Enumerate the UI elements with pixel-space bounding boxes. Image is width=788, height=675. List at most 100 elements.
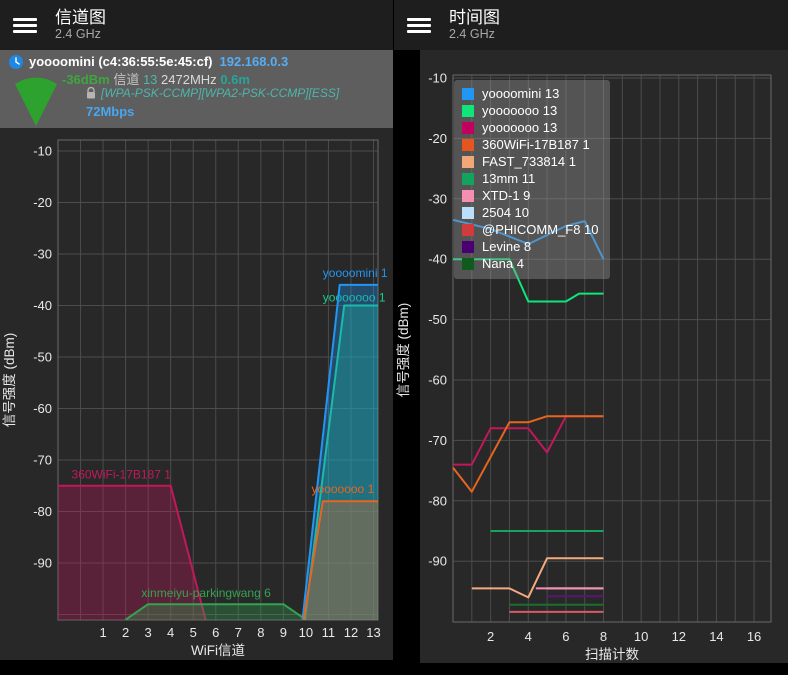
y-axis-tick: -90 bbox=[428, 554, 447, 569]
y-axis-tick: -40 bbox=[428, 252, 447, 267]
series-yooooooo-13: yooooooo 1 bbox=[302, 482, 378, 620]
series-xinmeiyu-parkingwang-6: xinmeiyu-parkingwang 6 bbox=[125, 586, 307, 621]
x-axis-tick: 4 bbox=[167, 625, 174, 640]
ap-channel-label: 信道 bbox=[113, 72, 140, 87]
series-360wifi-17b187-1 bbox=[452, 415, 604, 493]
legend-swatch bbox=[462, 257, 474, 270]
series-label: xinmeiyu-parkingwang 6 bbox=[141, 586, 271, 600]
y-axis-tick: -80 bbox=[33, 504, 52, 519]
legend-item: Levine 8 bbox=[462, 238, 599, 255]
y-axis-tick: -30 bbox=[33, 247, 52, 262]
legend-label: yooooooo 13 bbox=[482, 103, 558, 118]
legend-label: Nana 4 bbox=[482, 256, 524, 271]
left-toolbar: 信道图 2.4 GHz bbox=[0, 0, 393, 50]
y-axis-tick: -20 bbox=[428, 131, 447, 146]
channel-chart[interactable]: 360WiFi-17B187 1 xinmeiyu-parkingwang 6 yo… bbox=[0, 128, 393, 675]
x-axis-tick: 13 bbox=[366, 625, 380, 640]
ap-status-icon bbox=[9, 54, 23, 69]
y-axis-tick: -10 bbox=[428, 71, 447, 86]
legend-swatch bbox=[462, 172, 474, 185]
legend-swatch bbox=[462, 104, 474, 117]
channel-graph-panel: 信道图 2.4 GHz yoooomini (c4:36:55:5e:45:cf… bbox=[0, 0, 393, 675]
plot-border bbox=[57, 139, 379, 621]
x-axis-tick: 5 bbox=[190, 625, 197, 640]
axes: -10-20-30-40-50-60-70-80-901 2 3 4 5 6 7 8 9 10 11… bbox=[2, 144, 381, 659]
page-title: 信道图 bbox=[55, 8, 106, 27]
y-axis-tick: -80 bbox=[428, 493, 447, 508]
right-toolbar: 时间图 2.4 GHz bbox=[394, 0, 788, 50]
x-axis-title: 扫描计数 bbox=[585, 647, 639, 662]
legend-item: @PHICOMM_F8 10 bbox=[462, 221, 599, 238]
lock-icon bbox=[87, 87, 95, 99]
legend-item: yoooomini 13 bbox=[462, 85, 599, 102]
legend-label: FAST_733814 1 bbox=[482, 154, 576, 169]
series-fast_733814-1 bbox=[471, 557, 604, 599]
legend-item: 360WiFi-17B187 1 bbox=[462, 136, 599, 153]
legend-label: 360WiFi-17B187 1 bbox=[482, 137, 590, 152]
y-axis-tick: -60 bbox=[428, 373, 447, 388]
y-axis-tick: -10 bbox=[33, 144, 52, 159]
ap-frequency: 2472MHz bbox=[161, 72, 217, 87]
x-axis-tick: 2 bbox=[487, 629, 494, 644]
x-axis-tick: 12 bbox=[344, 625, 358, 640]
legend-swatch bbox=[462, 138, 474, 151]
menu-icon[interactable] bbox=[407, 15, 431, 36]
series-label: 360WiFi-17B187 1 bbox=[72, 468, 172, 482]
x-axis-tick: 4 bbox=[525, 629, 532, 644]
legend-swatch bbox=[462, 223, 474, 236]
y-axis-title: 信号强度 (dBm) bbox=[396, 303, 411, 398]
legend-label: Levine 8 bbox=[482, 239, 532, 254]
chart-legend: yoooomini 13 yooooooo 13 yooooooo 13 360WiF… bbox=[454, 80, 610, 279]
band-selector[interactable]: 2.4 GHz bbox=[55, 27, 101, 41]
x-axis-tick: 8 bbox=[600, 629, 607, 644]
series-360wifi-17b187-1: 360WiFi-17B187 1 bbox=[58, 468, 207, 620]
x-axis-tick: 6 bbox=[562, 629, 569, 644]
x-axis-tick: 16 bbox=[747, 629, 761, 644]
legend-swatch bbox=[462, 206, 474, 219]
x-axis-tick: 10 bbox=[299, 625, 313, 640]
ap-capabilities: [WPA-PSK-CCMP][WPA2-PSK-CCMP][ESS] bbox=[101, 86, 340, 100]
x-axis-tick: 1 bbox=[99, 625, 106, 640]
legend-item: FAST_733814 1 bbox=[462, 153, 599, 170]
legend-item: yooooooo 13 bbox=[462, 102, 599, 119]
series-label: yoooomini 1 bbox=[323, 266, 388, 280]
x-axis-tick: 8 bbox=[257, 625, 264, 640]
legend-label: 2504 10 bbox=[482, 205, 529, 220]
legend-item: XTD-1 9 bbox=[462, 187, 599, 204]
x-axis-tick: 14 bbox=[709, 629, 723, 644]
y-axis-tick: -50 bbox=[428, 312, 447, 327]
y-axis-tick: -50 bbox=[33, 350, 52, 365]
y-axis-tick: -70 bbox=[428, 433, 447, 448]
plot-border bbox=[452, 74, 772, 623]
legend-swatch bbox=[462, 121, 474, 134]
legend-label: yooooooo 13 bbox=[482, 120, 558, 135]
y-axis-tick: -20 bbox=[33, 195, 52, 210]
ap-ip-address: 192.168.0.3 bbox=[219, 54, 289, 69]
time-graph-panel: 时间图 2.4 GHz -10 -20 -30 -40 -50 -60 -70 -80 -90 2… bbox=[394, 0, 788, 675]
series-yooooooo-13 bbox=[453, 258, 604, 303]
wifi-signal-icon bbox=[15, 77, 57, 126]
time-chart[interactable]: -10 -20 -30 -40 -50 -60 -70 -80 -90 2 4 6 8 10 12 14 16 扫… bbox=[394, 50, 788, 675]
page-title: 时间图 bbox=[449, 8, 500, 27]
y-axis-tick: -90 bbox=[33, 556, 52, 571]
legend-label: XTD-1 9 bbox=[482, 188, 531, 203]
y-axis-tick: -30 bbox=[428, 191, 447, 206]
menu-icon[interactable] bbox=[13, 15, 37, 36]
ap-link-speed: 72Mbps bbox=[86, 104, 135, 119]
legend-swatch bbox=[462, 189, 474, 202]
legend-item: 13mm 11 bbox=[462, 170, 599, 187]
y-axis-tick: -70 bbox=[33, 453, 52, 468]
x-axis-tick: 2 bbox=[122, 625, 129, 640]
series-label: yooooooo 1 bbox=[312, 482, 375, 496]
x-axis-tick: 6 bbox=[212, 625, 219, 640]
legend-item: 2504 10 bbox=[462, 204, 599, 221]
band-selector[interactable]: 2.4 GHz bbox=[449, 27, 495, 41]
y-axis-tick: -60 bbox=[33, 401, 52, 416]
legend-swatch bbox=[462, 240, 474, 253]
y-axis-title: 信号强度 (dBm) bbox=[2, 333, 17, 428]
legend-swatch bbox=[462, 155, 474, 168]
legend-label: @PHICOMM_F8 10 bbox=[482, 222, 599, 237]
access-point-info[interactable]: yoooomini (c4:36:55:5e:45:cf) 192.168.0.… bbox=[0, 50, 393, 128]
legend-swatch bbox=[462, 87, 474, 100]
